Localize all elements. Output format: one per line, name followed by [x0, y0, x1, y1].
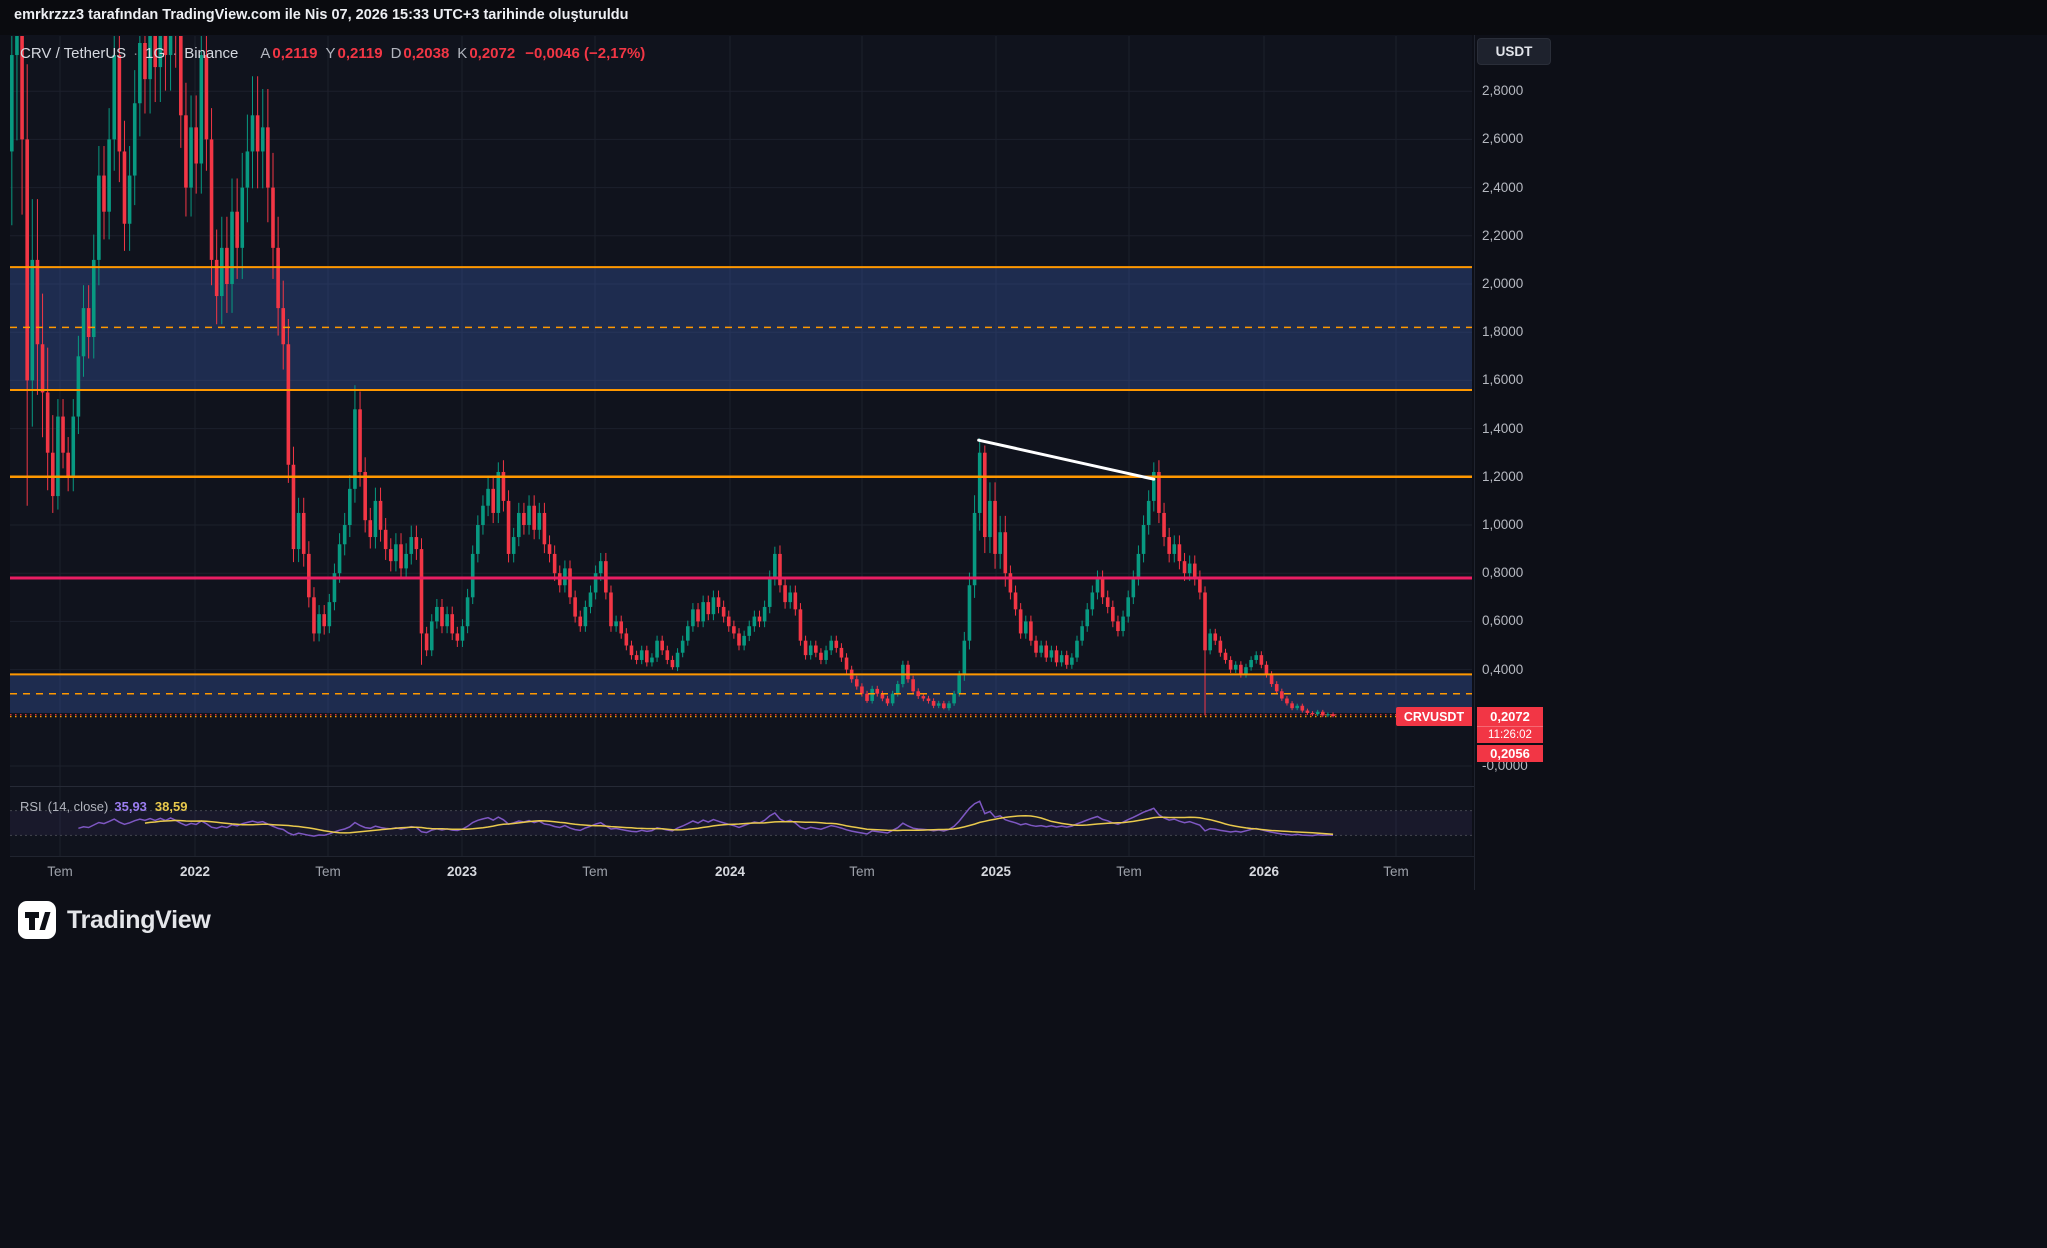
rsi-ma-line	[144, 814, 1334, 836]
change-value: −0,0046 (−2,17%)	[525, 44, 646, 62]
last-price-label: 0,2072	[1477, 707, 1543, 726]
time-tick-label: 2024	[714, 864, 746, 879]
time-tick-label: Tem	[1383, 864, 1409, 879]
time-axis-separator	[10, 856, 1474, 857]
rsi-ma-value: 38,59	[154, 799, 188, 814]
price-axis-separator	[1474, 35, 1475, 890]
low-label: D	[390, 44, 402, 62]
support-resistance-zone[interactable]	[10, 267, 1472, 391]
currency-toggle-button[interactable]: USDT	[1477, 38, 1551, 65]
rsi-params: (14, close)	[47, 799, 109, 814]
open-value: 0,2119	[272, 44, 318, 62]
high-value: 0,2119	[337, 44, 383, 62]
open-label: A	[260, 44, 271, 62]
high-label: Y	[325, 44, 336, 62]
separator-dot: ·	[133, 44, 139, 62]
close-label: K	[457, 44, 468, 62]
time-tick-label: Tem	[849, 864, 875, 879]
rsi-title[interactable]: RSI	[20, 799, 42, 814]
interval-label[interactable]: 1G	[145, 44, 166, 62]
time-tick-label: Tem	[47, 864, 73, 879]
time-tick-label: Tem	[582, 864, 608, 879]
time-tick-label: 2023	[446, 864, 478, 879]
symbol-name[interactable]: CRV / TetherUS	[20, 44, 127, 62]
ohlc-readout: A 0,2119 Y 0,2119 D 0,2038 K 0,2072 −0,0046 …	[252, 45, 645, 62]
trendline-drawing[interactable]	[977, 438, 1156, 481]
attribution-text: emrkrzzz3 tarafından TradingView.com ile…	[14, 7, 629, 23]
chart-pane-background	[10, 35, 1472, 856]
last-price-label-stack: 0,2072 11:26:02 0,2056	[1477, 707, 1543, 762]
exchange-label[interactable]: Binance	[184, 44, 239, 62]
rsi-line	[78, 800, 1334, 837]
low-value: 0,2038	[403, 44, 450, 62]
price-line-symbol-tag: CRVUSDT	[1396, 707, 1472, 726]
bar-countdown-label: 11:26:02	[1477, 726, 1543, 743]
pane-separator[interactable]	[10, 786, 1474, 787]
time-tick-label: Tem	[1116, 864, 1142, 879]
attribution-strip	[0, 0, 2047, 35]
secondary-price-label: 0,2056	[1477, 745, 1543, 762]
tradingview-logo-icon	[18, 901, 56, 939]
tradingview-logo-text: TradingView	[67, 905, 211, 934]
separator-dot: ·	[172, 44, 178, 62]
rsi-value: 35,93	[114, 799, 147, 814]
time-axis[interactable]: Tem 2022 Tem 2023 Tem 2024 Tem 2025 Tem 2026 Tem	[0, 864, 1474, 884]
grid-lines	[10, 36, 1472, 856]
tradingview-logo[interactable]: TradingView	[18, 901, 211, 939]
time-tick-label: 2026	[1248, 864, 1280, 879]
time-tick-label: 2022	[179, 864, 211, 879]
close-value: 0,2072	[469, 44, 516, 62]
rsi-legend[interactable]: RSI (14, close) 35,93 38,59	[20, 799, 187, 814]
time-tick-label: Tem	[315, 864, 341, 879]
time-tick-label: 2025	[980, 864, 1012, 879]
